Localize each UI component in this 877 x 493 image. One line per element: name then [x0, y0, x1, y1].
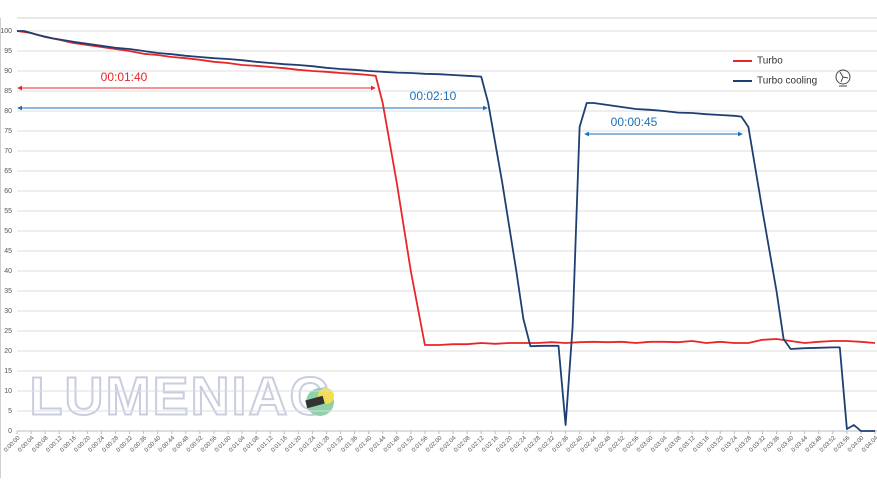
annotation-label: 00:00:45	[611, 115, 658, 129]
y-tick-label: 65	[4, 168, 12, 175]
y-tick-label: 30	[4, 308, 12, 315]
y-tick-label: 85	[4, 88, 12, 95]
fan-icon	[835, 69, 851, 87]
legend: Turbo Turbo cooling	[733, 56, 851, 87]
y-tick-label: 60	[4, 188, 12, 195]
watermark: LUMENIAC	[30, 366, 331, 426]
legend-label: Turbo	[757, 56, 783, 67]
y-tick-label: 25	[4, 328, 12, 335]
y-tick-label: 0	[8, 428, 12, 435]
y-tick-label: 70	[4, 148, 12, 155]
annotation-label: 00:02:10	[410, 89, 457, 103]
y-tick-label: 20	[4, 348, 12, 355]
y-tick-label: 95	[4, 48, 12, 55]
y-tick-label: 100	[0, 28, 12, 35]
y-tick-label: 5	[8, 408, 12, 415]
watermark-icon	[305, 388, 334, 416]
y-tick-label: 40	[4, 268, 12, 275]
legend-label: Turbo cooling	[757, 76, 817, 87]
y-tick-label: 55	[4, 208, 12, 215]
series-line	[16, 30, 876, 346]
series-line	[17, 30, 875, 432]
y-tick-label: 50	[4, 228, 12, 235]
y-tick-label: 80	[4, 108, 12, 115]
y-tick-label: 15	[4, 368, 12, 375]
y-tick-label: 35	[4, 288, 12, 295]
y-tick-label: 75	[4, 128, 12, 135]
y-tick-label: 90	[4, 68, 12, 75]
y-tick-label: 45	[4, 248, 12, 255]
annotation-label: 00:01:40	[101, 70, 148, 84]
y-tick-label: 10	[4, 388, 12, 395]
